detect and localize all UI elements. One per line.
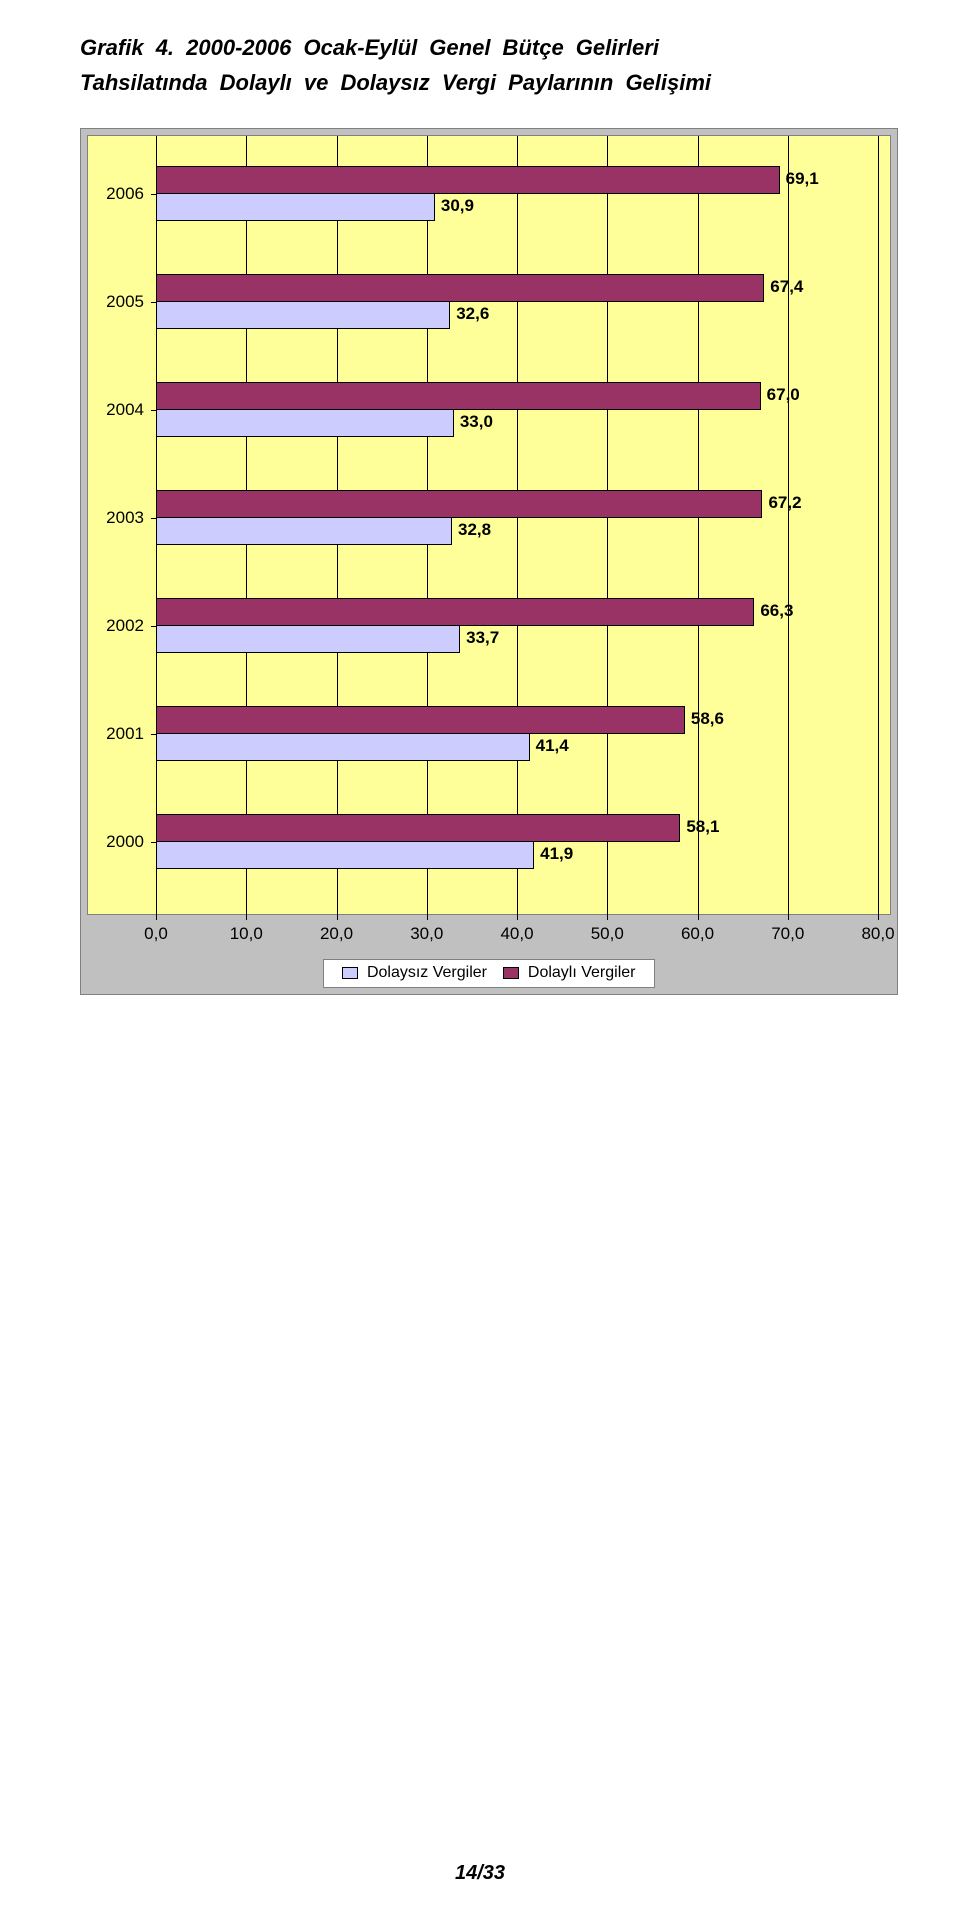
grid-line (878, 136, 879, 914)
document-page: Grafik 4. 2000-2006 Ocak-Eylül Genel Büt… (0, 0, 960, 1925)
year-row: 200669,130,9 (156, 166, 878, 222)
bar-label-dolaysiz: 32,8 (458, 520, 491, 540)
bar-label-dolaysiz: 33,0 (460, 412, 493, 432)
y-axis-line (156, 136, 157, 914)
bar-dolayli (156, 706, 685, 734)
bar-dolayli (156, 274, 764, 302)
bar-dolayli (156, 814, 680, 842)
x-tick-label: 50,0 (591, 924, 624, 944)
x-tick (878, 914, 879, 920)
bar-dolaysiz (156, 517, 452, 545)
legend-item-dolayli: Dolaylı Vergiler (503, 964, 635, 982)
page-number: 14/33 (0, 1862, 960, 1885)
year-label: 2000 (106, 832, 144, 852)
bar-dolayli (156, 598, 754, 626)
x-tick-label: 80,0 (861, 924, 894, 944)
year-label: 2002 (106, 616, 144, 636)
x-tick (698, 914, 699, 920)
x-tick (517, 914, 518, 920)
x-tick-label: 60,0 (681, 924, 714, 944)
bar-label-dolaysiz: 30,9 (441, 196, 474, 216)
bar-label-dolayli: 67,4 (770, 277, 803, 297)
bar-dolaysiz (156, 841, 534, 869)
legend-item-dolaysiz: Dolaysız Vergiler (342, 964, 487, 982)
year-label: 2001 (106, 724, 144, 744)
bar-label-dolayli: 58,1 (686, 817, 719, 837)
bar-dolaysiz (156, 733, 530, 761)
bar-dolaysiz (156, 409, 454, 437)
x-tick (156, 914, 157, 920)
year-row: 200567,432,6 (156, 274, 878, 330)
year-row: 200266,333,7 (156, 598, 878, 654)
plot-area: 0,010,020,030,040,050,060,070,080,020066… (87, 135, 891, 915)
legend-label-dolaysiz: Dolaysız Vergiler (367, 964, 487, 981)
year-label: 2006 (106, 184, 144, 204)
year-row: 200467,033,0 (156, 382, 878, 438)
x-tick (788, 914, 789, 920)
x-tick (246, 914, 247, 920)
x-tick (427, 914, 428, 920)
year-label: 2004 (106, 400, 144, 420)
bar-dolayli (156, 382, 761, 410)
x-tick-label: 20,0 (320, 924, 353, 944)
legend: Dolaysız Vergiler Dolaylı Vergiler (87, 959, 891, 987)
bar-dolayli (156, 490, 762, 518)
bar-dolaysiz (156, 301, 450, 329)
chart-container: 0,0 10,0 20,0 30,0 40,0 50,0 60,0 70,0 80,0 2006 6… (80, 128, 898, 994)
bar-label-dolayli: 67,0 (767, 385, 800, 405)
title-line-1: Grafik 4. 2000-2006 Ocak-Eylül Genel Büt… (80, 35, 659, 60)
legend-label-dolayli: Dolaylı Vergiler (528, 964, 636, 981)
year-label: 2005 (106, 292, 144, 312)
x-tick-label: 70,0 (771, 924, 804, 944)
year-row: 200058,141,9 (156, 814, 878, 870)
x-tick-label: 40,0 (500, 924, 533, 944)
x-tick (337, 914, 338, 920)
bar-dolaysiz (156, 625, 460, 653)
x-tick-label: 10,0 (230, 924, 263, 944)
bar-label-dolaysiz: 41,4 (536, 736, 569, 756)
year-row: 200367,232,8 (156, 490, 878, 546)
bar-dolaysiz (156, 193, 435, 221)
bar-label-dolayli: 69,1 (786, 169, 819, 189)
legend-box: Dolaysız Vergiler Dolaylı Vergiler (323, 959, 654, 987)
x-tick-label: 30,0 (410, 924, 443, 944)
bar-label-dolaysiz: 41,9 (540, 844, 573, 864)
bar-dolayli (156, 166, 780, 194)
year-row: 200158,641,4 (156, 706, 878, 762)
x-tick (607, 914, 608, 920)
bar-label-dolayli: 58,6 (691, 709, 724, 729)
x-tick-label: 0,0 (144, 924, 168, 944)
bar-label-dolayli: 66,3 (760, 601, 793, 621)
legend-swatch-dolaysiz (342, 967, 358, 979)
bar-label-dolaysiz: 32,6 (456, 304, 489, 324)
bar-label-dolayli: 67,2 (768, 493, 801, 513)
bar-label-dolaysiz: 33,7 (466, 628, 499, 648)
year-label: 2003 (106, 508, 144, 528)
legend-swatch-dolayli (503, 967, 519, 979)
chart-title: Grafik 4. 2000-2006 Ocak-Eylül Genel Büt… (80, 30, 900, 100)
title-line-2: Tahsilatında Dolaylı ve Dolaysız Vergi P… (80, 70, 711, 95)
